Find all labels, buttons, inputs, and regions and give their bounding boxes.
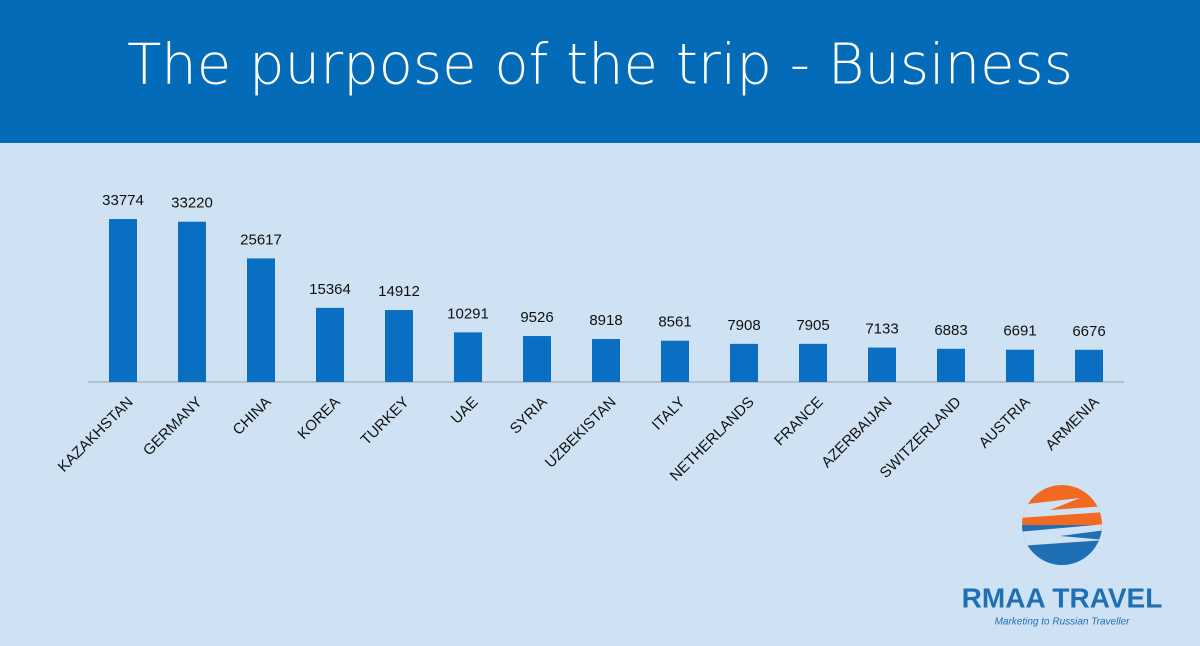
value-label: 6691 <box>1003 323 1036 340</box>
header-band <box>0 0 1200 143</box>
value-label: 7908 <box>727 317 760 334</box>
bar <box>247 258 275 382</box>
logo-stripe <box>1022 524 1102 546</box>
chart-title: The purpose of the trip - Business <box>127 32 1073 97</box>
bar <box>799 343 827 382</box>
value-label: 8918 <box>589 312 622 329</box>
value-label: 6883 <box>934 322 967 339</box>
value-label: 33774 <box>102 192 144 209</box>
bar <box>109 219 137 382</box>
value-label: 6676 <box>1072 323 1105 340</box>
bar <box>454 332 482 382</box>
value-label: 9526 <box>520 309 553 326</box>
bar <box>661 340 689 382</box>
value-label: 14912 <box>378 283 420 300</box>
bar <box>523 336 551 382</box>
bar <box>592 338 620 382</box>
bar <box>937 348 965 382</box>
bar <box>316 307 344 382</box>
bar <box>1006 349 1034 382</box>
logo-stripe <box>1022 498 1102 518</box>
value-label: 7133 <box>865 321 898 338</box>
value-label: 8561 <box>658 314 691 331</box>
bar <box>730 343 758 382</box>
value-label: 25617 <box>240 231 282 248</box>
logo-name: RMAA TRAVEL <box>962 582 1163 613</box>
bar <box>178 221 206 382</box>
value-label: 33220 <box>171 195 213 212</box>
bar <box>385 310 413 382</box>
logo-tagline: Marketing to Russian Traveller <box>995 617 1131 628</box>
value-label: 7905 <box>796 317 829 334</box>
value-label: 10291 <box>447 305 489 322</box>
bar <box>868 347 896 382</box>
bar <box>1075 349 1103 382</box>
value-label: 15364 <box>309 281 351 298</box>
